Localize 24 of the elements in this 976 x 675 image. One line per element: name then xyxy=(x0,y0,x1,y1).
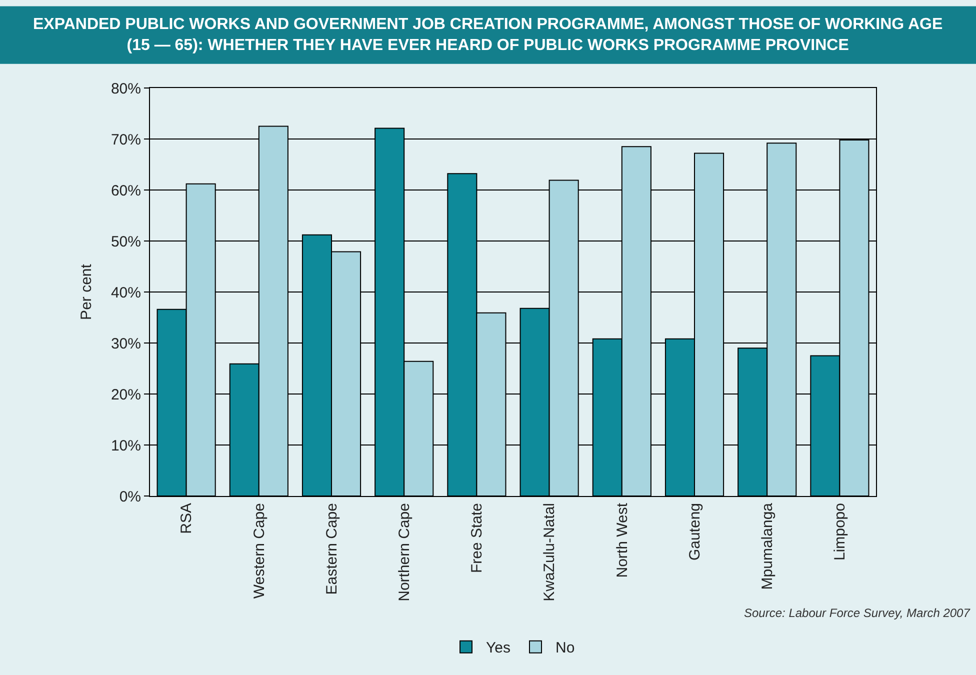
y-tick-label: 30% xyxy=(110,335,141,352)
y-tick-label: 0% xyxy=(119,488,141,506)
y-tick-label: 80% xyxy=(110,80,141,98)
x-tick-label: Gauteng xyxy=(686,503,704,561)
y-tick-label: 70% xyxy=(110,131,141,148)
source-note: Source: Labour Force Survey, March 2007 xyxy=(744,606,972,620)
y-tick-label: 40% xyxy=(110,284,141,302)
y-axis-title: Per cent xyxy=(78,263,96,320)
legend-label: No xyxy=(555,640,575,657)
y-tick-label: 60% xyxy=(110,182,141,200)
x-tick-label: Western Cape xyxy=(250,503,268,599)
x-tick-label: KwaZulu-Natal xyxy=(541,503,558,602)
y-tick-label: 50% xyxy=(110,233,141,250)
x-tick-label: Northern Cape xyxy=(396,503,413,602)
y-tick-label: 10% xyxy=(110,437,141,454)
x-tick-label: Eastern Cape xyxy=(323,503,340,595)
x-tick-label: RSA xyxy=(178,503,196,534)
x-tick-label: Mpumalanga xyxy=(758,502,776,590)
x-tick-label: Limpopo xyxy=(832,503,849,561)
y-tick-label: 20% xyxy=(110,386,141,404)
chart-title: EXPANDED PUBLIC WORKS AND GOVERNMENT JOB CREATION PROGRAMME, AMONGST THOSE OF WORKING AGE (15 — 65): WHETHER THEY HAVE EVER HEARD OF PUBLIC WORKS PROGRAMME PROVINCE xyxy=(33,16,943,54)
x-tick-label: Free State xyxy=(468,503,486,574)
x-tick-label: North West xyxy=(614,502,631,578)
legend-label: Yes xyxy=(486,640,510,657)
